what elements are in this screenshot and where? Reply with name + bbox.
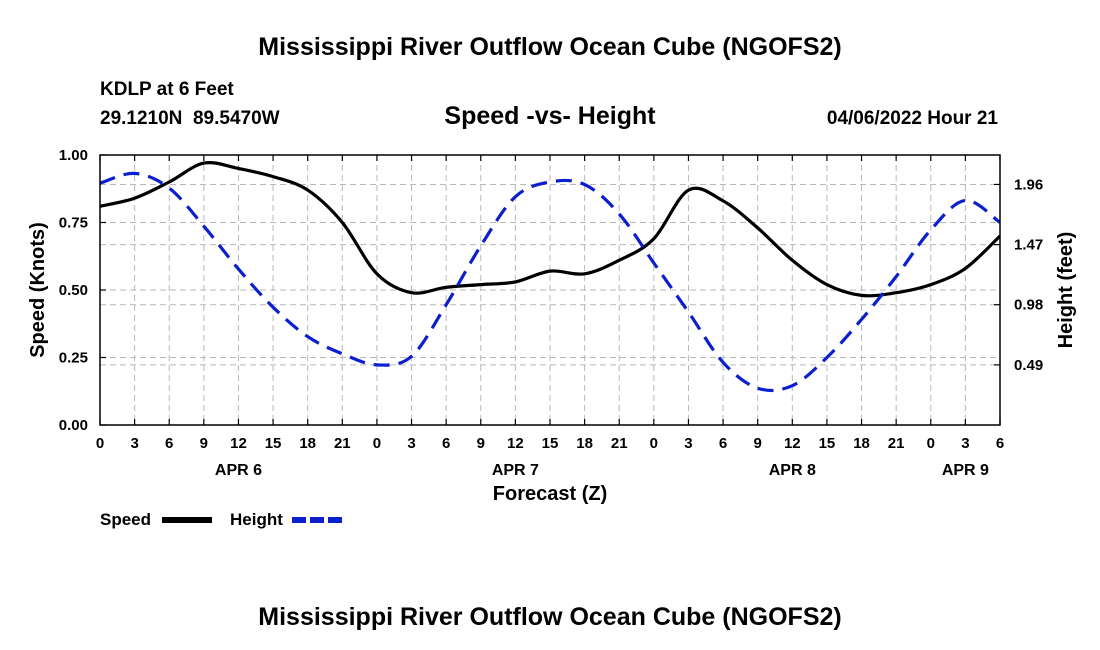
x-tick-label: 3 <box>407 435 415 452</box>
y-tick-label: 1.00 <box>59 147 88 164</box>
y2-tick-label: 1.96 <box>1014 176 1043 193</box>
y-tick-label: 0.25 <box>59 350 88 367</box>
x-tick-label: 6 <box>719 435 727 452</box>
x-tick-label: 9 <box>477 435 485 452</box>
x-tick-label: 15 <box>542 435 559 452</box>
x-tick-label: 21 <box>334 435 351 452</box>
x-tick-label: 0 <box>650 435 658 452</box>
series-line-height <box>100 171 1000 393</box>
x-tick-label: 3 <box>961 435 969 452</box>
station-label: KDLP at 6 Feet <box>100 79 234 100</box>
legend: Speed Height <box>100 510 342 529</box>
x-tick-label: 18 <box>576 435 593 452</box>
legend-label-height: Height <box>230 510 283 529</box>
x-tick-label: 21 <box>611 435 628 452</box>
x-tick-label: 18 <box>853 435 870 452</box>
x-tick-label: 12 <box>230 435 247 452</box>
legend-label-speed: Speed <box>100 510 151 529</box>
x-tick-label: 15 <box>819 435 836 452</box>
forecast-datetime: 04/06/2022 Hour 21 <box>827 108 999 129</box>
series-line-speed <box>100 161 1000 298</box>
main-title: Mississippi River Outflow Ocean Cube (NG… <box>258 33 841 61</box>
x-tick-label: 6 <box>442 435 450 452</box>
x-tick-label: 15 <box>265 435 282 452</box>
series-layer <box>100 161 1000 393</box>
y2-tick-label: 0.49 <box>1014 357 1043 374</box>
date-label: APR 9 <box>942 462 989 479</box>
x-tick-label: 9 <box>200 435 208 452</box>
date-label: APR 8 <box>769 462 816 479</box>
station-coords: 29.1210N 89.5470W <box>100 108 280 129</box>
date-label: APR 7 <box>492 462 539 479</box>
x-tick-label: 9 <box>754 435 762 452</box>
x-tick-label: 3 <box>130 435 138 452</box>
y2-tick-label: 1.47 <box>1014 237 1043 254</box>
y2-tick-label: 0.98 <box>1014 297 1043 314</box>
x-tick-label: 0 <box>927 435 935 452</box>
x-tick-label: 12 <box>784 435 801 452</box>
y-tick-label: 0.75 <box>59 215 88 232</box>
x-tick-label: 3 <box>684 435 692 452</box>
y-tick-label: 0.00 <box>59 417 88 434</box>
grid-lines <box>100 155 1000 425</box>
x-tick-label: 6 <box>996 435 1004 452</box>
x-tick-label: 0 <box>373 435 381 452</box>
axis-tick-labels: 0 3 6 9 12 15 18 21 0 3 6 9 12 15 18 21 0 3 6 9 12 15 18 21 0 3 6A… <box>59 147 1043 479</box>
y-axis-label: Speed (Knots) <box>27 222 49 358</box>
footer-title: Mississippi River Outflow Ocean Cube (NG… <box>258 603 841 631</box>
y-tick-label: 0.50 <box>59 282 88 299</box>
x-tick-label: 21 <box>888 435 905 452</box>
axis-ticks <box>99 154 1001 426</box>
y2-axis-label: Height (feet) <box>1055 232 1077 349</box>
chart-subtitle: Speed -vs- Height <box>444 102 656 130</box>
x-tick-label: 6 <box>165 435 173 452</box>
x-tick-label: 0 <box>96 435 104 452</box>
x-tick-label: 12 <box>507 435 524 452</box>
x-tick-label: 18 <box>299 435 316 452</box>
date-label: APR 6 <box>215 462 262 479</box>
x-axis-label: Forecast (Z) <box>493 483 607 505</box>
